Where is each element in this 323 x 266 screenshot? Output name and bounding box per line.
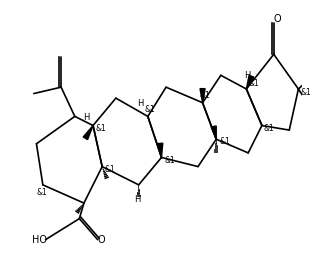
Text: H: H — [138, 99, 144, 108]
Polygon shape — [158, 143, 163, 157]
Text: &1: &1 — [300, 88, 311, 97]
Text: O: O — [98, 235, 105, 245]
Polygon shape — [200, 89, 205, 103]
Text: &1: &1 — [164, 156, 175, 164]
Text: HO: HO — [32, 235, 47, 245]
Text: &1: &1 — [199, 91, 210, 100]
Polygon shape — [246, 75, 254, 89]
Text: H: H — [134, 195, 141, 204]
Text: &1: &1 — [144, 105, 155, 114]
Text: &1: &1 — [105, 165, 116, 174]
Text: O: O — [273, 14, 281, 24]
Text: &1: &1 — [248, 79, 259, 88]
Text: &1: &1 — [96, 124, 107, 133]
Polygon shape — [211, 126, 216, 139]
Text: &1: &1 — [36, 188, 47, 197]
Text: &1: &1 — [219, 137, 230, 146]
Text: H: H — [83, 113, 89, 122]
Polygon shape — [83, 126, 93, 140]
Text: &1: &1 — [264, 124, 275, 133]
Text: H: H — [245, 71, 251, 80]
